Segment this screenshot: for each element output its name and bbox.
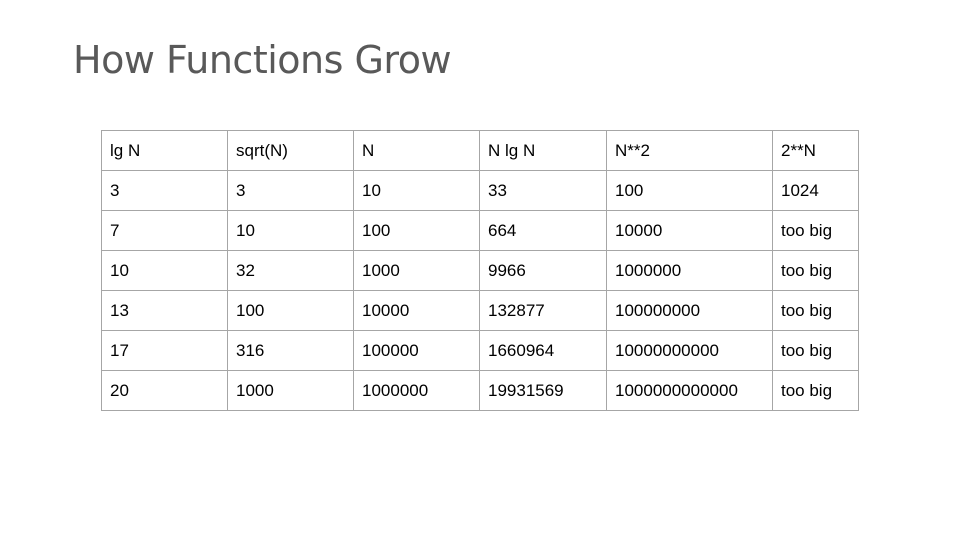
table-cell: 100 [606, 170, 773, 211]
table-cell: too big [772, 250, 859, 291]
header-cell: N lg N [479, 130, 607, 171]
header-cell: N**2 [606, 130, 773, 171]
table-row: 17 316 100000 1660964 10000000000 too bi… [101, 330, 859, 371]
table-cell: too big [772, 330, 859, 371]
table-row: 20 1000 1000000 19931569 1000000000000 t… [101, 370, 859, 411]
table-cell: 33 [479, 170, 607, 211]
table-cell: 10 [353, 170, 480, 211]
table-cell: 1000000000000 [606, 370, 773, 411]
table-cell: 10000 [353, 290, 480, 331]
table-cell: 20 [101, 370, 228, 411]
header-cell: N [353, 130, 480, 171]
table-cell: 10000 [606, 210, 773, 251]
table-cell: 100000000 [606, 290, 773, 331]
table-cell: 7 [101, 210, 228, 251]
table-cell: too big [772, 210, 859, 251]
table-cell: 1000 [227, 370, 354, 411]
table-cell: too big [772, 370, 859, 411]
header-cell: lg N [101, 130, 228, 171]
table-cell: 3 [101, 170, 228, 211]
table-cell: 13 [101, 290, 228, 331]
table-row: 10 32 1000 9966 1000000 too big [101, 250, 859, 291]
slide-title: How Functions Grow [73, 38, 452, 82]
table-cell: 1000000 [353, 370, 480, 411]
header-cell: sqrt(N) [227, 130, 354, 171]
table-cell: 10 [227, 210, 354, 251]
table-cell: 100000 [353, 330, 480, 371]
table-cell: 10 [101, 250, 228, 291]
table-row: 13 100 10000 132877 100000000 too big [101, 290, 859, 331]
table-cell: 664 [479, 210, 607, 251]
table-cell: 1000 [353, 250, 480, 291]
table-row: 7 10 100 664 10000 too big [101, 210, 859, 251]
table-cell: 132877 [479, 290, 607, 331]
growth-table: lg N sqrt(N) N N lg N N**2 2**N 3 3 10 3… [101, 130, 859, 411]
table-cell: 1000000 [606, 250, 773, 291]
table-row: 3 3 10 33 100 1024 [101, 170, 859, 211]
header-cell: 2**N [772, 130, 859, 171]
table-cell: 1024 [772, 170, 859, 211]
table-cell: 10000000000 [606, 330, 773, 371]
table-cell: 9966 [479, 250, 607, 291]
table-cell: 1660964 [479, 330, 607, 371]
table-cell: 17 [101, 330, 228, 371]
table-cell: 32 [227, 250, 354, 291]
table-cell: 100 [353, 210, 480, 251]
table-cell: 3 [227, 170, 354, 211]
table-cell: too big [772, 290, 859, 331]
table-cell: 19931569 [479, 370, 607, 411]
table-cell: 316 [227, 330, 354, 371]
table-cell: 100 [227, 290, 354, 331]
table-header-row: lg N sqrt(N) N N lg N N**2 2**N [101, 130, 859, 171]
